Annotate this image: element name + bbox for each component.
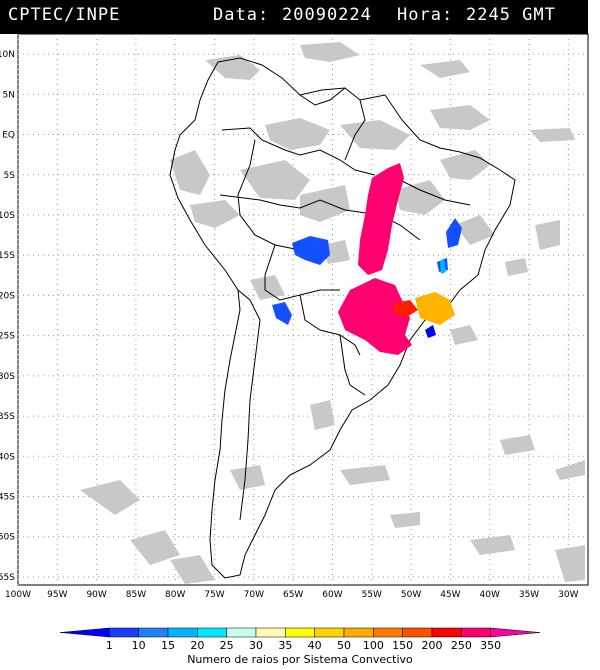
legend-tick: 20 (190, 639, 204, 652)
lon-label: 100W (5, 590, 31, 600)
legend-colorbar: 1 10 15 20 25 30 35 40 50 100 150 200 250 350 (59, 627, 541, 652)
lon-label: 95W (47, 590, 67, 600)
legend-tick: 50 (337, 639, 351, 652)
legend-swatch (314, 627, 345, 638)
cloud-layer (80, 42, 585, 584)
hour-label: Hora: (397, 5, 454, 25)
lon-label: 30W (558, 590, 578, 600)
date-value: 20090224 (282, 5, 372, 25)
lat-label: 25S (0, 332, 15, 342)
legend-tick: 15 (161, 639, 175, 652)
legend-swatch (285, 627, 315, 638)
lon-label: 50W (401, 590, 421, 600)
lon-label: 70W (244, 590, 264, 600)
lon-label: 90W (86, 590, 106, 600)
cell-light-blue (440, 258, 446, 274)
lon-label: 35W (519, 590, 539, 600)
lon-label: 60W (322, 590, 342, 600)
legend-tick: 30 (249, 639, 263, 652)
legend-swatch (461, 627, 491, 638)
lat-label: 10S (0, 211, 15, 221)
lat-label: 50S (0, 533, 15, 543)
lon-label: 75W (204, 590, 224, 600)
legend-caption: Numero de raios por Sistema Convectivo (187, 653, 413, 666)
source-label: CPTEC/INPE (8, 5, 121, 25)
lon-label: 65W (283, 590, 303, 600)
legend-swatch (109, 627, 139, 638)
date-label: Data: (213, 5, 270, 25)
legend-swatch (255, 627, 286, 638)
lon-label: 40W (480, 590, 500, 600)
latitude-labels: 10N 5N EQ 5S 10S 15S 20S 25S 30S 35S 40S 45S 50S 55S (0, 50, 15, 583)
lon-label: 55W (362, 590, 382, 600)
lat-label: 5N (3, 90, 15, 100)
legend-tick: 10 (132, 639, 146, 652)
legend-tick: 40 (308, 639, 322, 652)
legend-tick: 200 (422, 639, 443, 652)
lat-label: EQ (2, 131, 15, 141)
legend-swatch (431, 627, 462, 638)
legend-swatch (373, 627, 403, 638)
header-bar: CPTEC/INPE Data: 20090224 Hora: 2245 GMT (0, 0, 588, 34)
hour-value: 2245 GMT (466, 5, 556, 25)
lat-label: 55S (0, 573, 15, 583)
legend-tick: 35 (278, 639, 292, 652)
cell-parana (338, 278, 412, 355)
legend-swatch (490, 627, 541, 638)
lightning-cells (272, 163, 462, 355)
legend-tick: 25 (220, 639, 234, 652)
legend-tick: 1 (106, 639, 113, 652)
lat-label: 45S (0, 493, 15, 503)
lat-label: 5S (4, 171, 16, 181)
longitude-labels: 100W 95W 90W 85W 80W 75W 70W 65W 60W 55W 50W 45W 40W… (5, 590, 579, 600)
lat-label: 30S (0, 372, 15, 382)
legend-swatch (167, 627, 198, 638)
cell-bahia (446, 218, 462, 248)
cell-minas (415, 292, 455, 325)
lon-label: 45W (440, 590, 460, 600)
legend-swatch (197, 627, 227, 638)
lat-label: 40S (0, 452, 15, 462)
coastlines-and-borders (169, 57, 516, 579)
legend-swatch (343, 627, 374, 638)
cell-central-brazil (358, 163, 404, 275)
legend-tick: 150 (392, 639, 413, 652)
lat-label: 15S (0, 251, 15, 261)
legend-swatch (226, 627, 257, 638)
legend-swatch (402, 627, 433, 638)
lat-label: 35S (0, 412, 15, 422)
lat-label: 10N (0, 50, 15, 60)
legend-tick: 250 (451, 639, 472, 652)
lat-label: 20S (0, 291, 15, 301)
legend-tick: 350 (480, 639, 501, 652)
legend-tick: 100 (363, 639, 384, 652)
cell-paraguay-west (272, 302, 292, 325)
legend-swatch (59, 627, 110, 638)
legend-swatch (138, 627, 169, 638)
lon-label: 85W (126, 590, 146, 600)
cell-sc (425, 325, 436, 338)
cell-sao-paulo (393, 300, 418, 318)
lon-label: 80W (165, 590, 185, 600)
cell-bolivia (292, 236, 330, 265)
